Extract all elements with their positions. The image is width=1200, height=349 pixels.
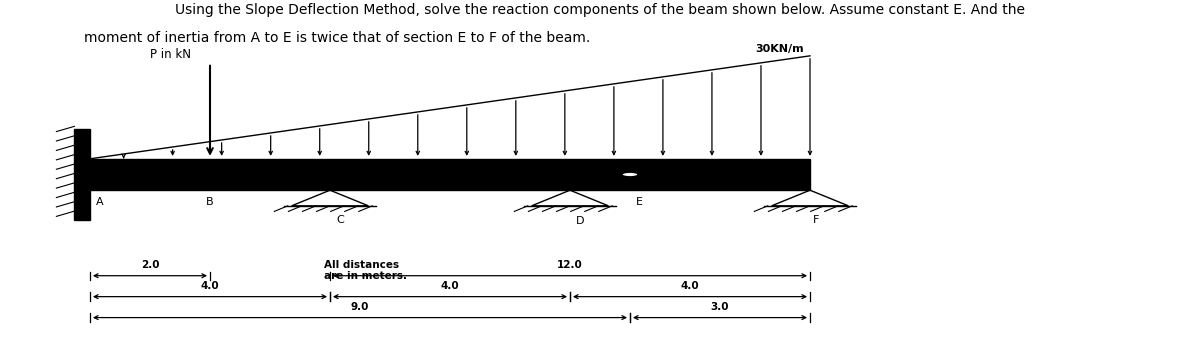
Text: C: C	[336, 215, 343, 224]
Text: Using the Slope Deflection Method, solve the reaction components of the beam sho: Using the Slope Deflection Method, solve…	[175, 3, 1025, 17]
Text: B: B	[206, 197, 214, 207]
Text: 12.0: 12.0	[557, 260, 583, 270]
Text: 4.0: 4.0	[440, 281, 460, 291]
Bar	[74, 129, 90, 220]
Text: A: A	[96, 197, 103, 207]
Text: P in kN: P in kN	[150, 48, 191, 61]
Text: 9.0: 9.0	[350, 302, 370, 312]
Text: 4.0: 4.0	[200, 281, 220, 291]
Text: are in meters.: are in meters.	[324, 271, 407, 281]
Text: 4.0: 4.0	[680, 281, 700, 291]
Bar	[90, 159, 810, 190]
Text: F: F	[812, 215, 818, 224]
Text: E: E	[636, 197, 643, 207]
Circle shape	[622, 172, 638, 177]
Text: 30KN/m: 30KN/m	[755, 44, 804, 54]
Text: 3.0: 3.0	[710, 302, 730, 312]
Text: 2.0: 2.0	[140, 260, 160, 270]
Text: All distances: All distances	[324, 260, 400, 270]
Text: moment of inertia from A to E is twice that of section E to F of the beam.: moment of inertia from A to E is twice t…	[84, 31, 590, 45]
Text: D: D	[576, 216, 584, 226]
